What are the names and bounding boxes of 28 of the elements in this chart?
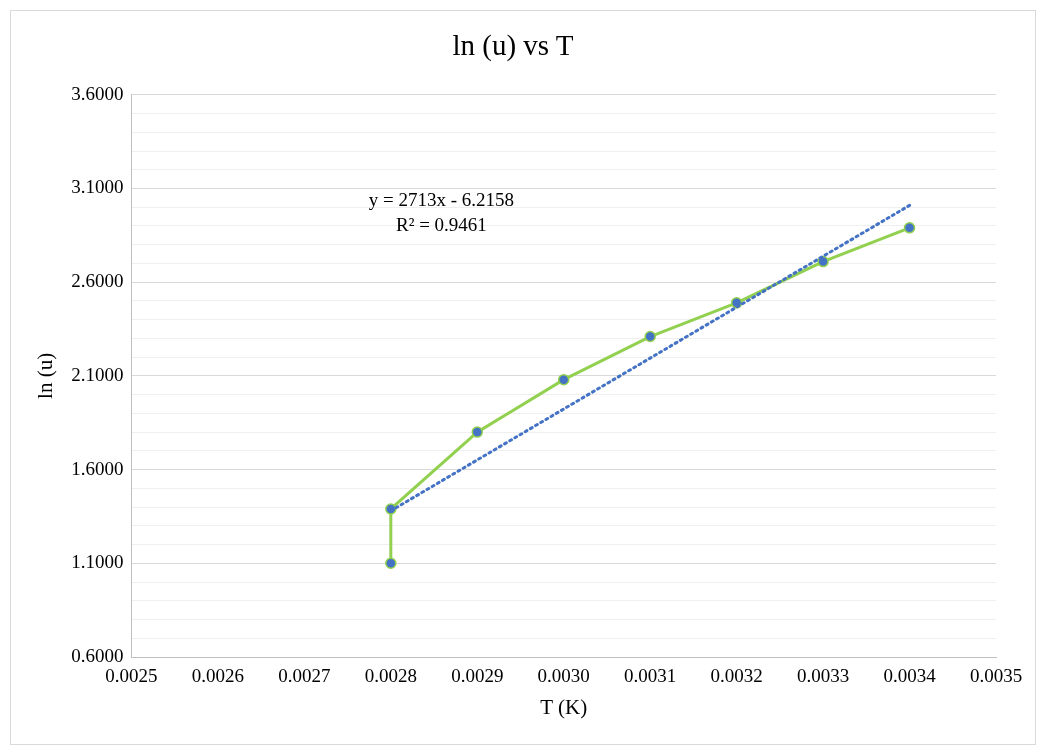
point: [471, 426, 484, 438]
x-tick-label: 0.0032: [710, 665, 763, 687]
point: [644, 330, 656, 343]
point: [903, 222, 916, 234]
annotation: R² = 0.9461: [396, 213, 487, 235]
y-tick-label: 3.6000: [71, 82, 124, 104]
chart-title: ln (u) vs T: [452, 29, 574, 63]
y-tick-label: 0.6000: [71, 644, 124, 666]
x-axis-title: T (K): [540, 694, 588, 719]
y-tick-label: 2.1000: [71, 363, 124, 385]
annotation: y = 2713x - 6.2158: [368, 188, 515, 210]
x-tick-label: 0.0034: [883, 665, 937, 687]
x-tick-label: 0.0028: [364, 665, 417, 687]
y-tick-label: 3.1000: [71, 176, 124, 198]
x-tick-label: 0.0031: [624, 665, 677, 687]
x-tick-label: 0.0033: [796, 665, 850, 687]
x-tick-label: 0.0026: [191, 665, 245, 687]
point: [385, 557, 397, 570]
y-tick-label: 2.6000: [71, 270, 124, 292]
y-tick-label: 1.6000: [71, 457, 124, 479]
point: [557, 373, 570, 386]
x-tick-label: 0.0027: [278, 665, 331, 687]
y-tick-label: 1.1000: [71, 551, 124, 573]
y-axis-title: ln (u): [33, 352, 58, 399]
x-tick-label: 0.0025: [105, 665, 158, 687]
x-tick-label: 0.0029: [451, 665, 504, 687]
x-tick-label: 0.0035: [969, 665, 1023, 687]
x-tick-label: 0.0030: [537, 665, 590, 687]
